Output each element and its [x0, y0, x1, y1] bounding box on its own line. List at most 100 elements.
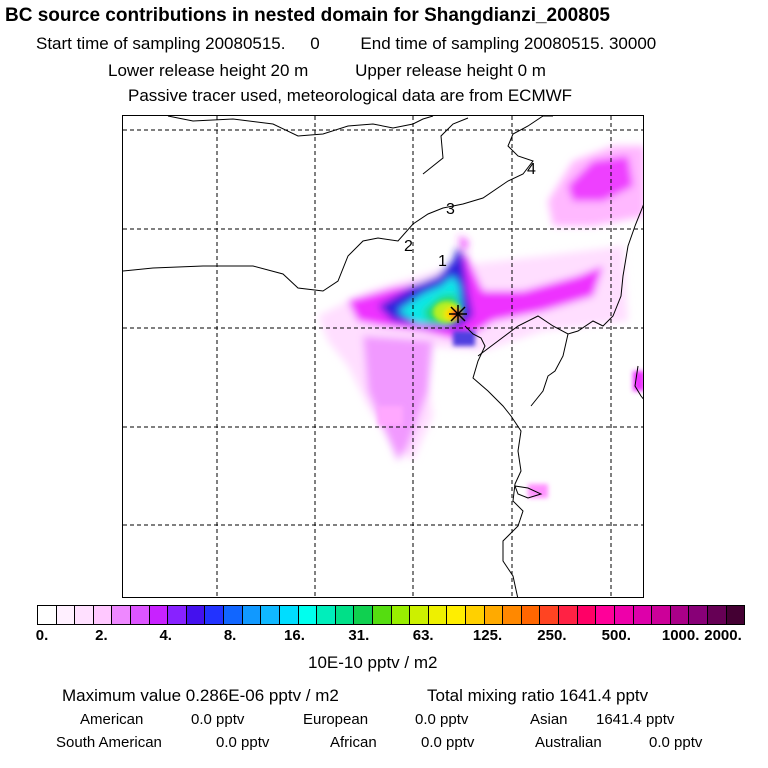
colorbar-segment [670, 606, 690, 624]
colorbar [37, 605, 745, 625]
colorbar-segment [242, 606, 262, 624]
colorbar-segment [726, 606, 745, 624]
source-american-label: American [80, 711, 144, 728]
colorbar-segment [521, 606, 541, 624]
source-african-label: African [330, 734, 377, 751]
source-european-label: European [303, 711, 369, 728]
colorbar-tick-label: 4. [159, 627, 172, 644]
coast-japan [634, 365, 643, 400]
colorbar-segment [112, 606, 132, 624]
island-taiwan [514, 485, 543, 499]
colorbar-segment [447, 606, 467, 624]
colorbar-tick-label: 125. [472, 627, 503, 644]
border-mongolia [123, 116, 544, 292]
colorbar-tick-label: 2. [95, 627, 108, 644]
colorbar-segment [131, 606, 150, 624]
patch-south-plume [378, 406, 403, 426]
plume-south [363, 336, 433, 461]
colorbar-segment [633, 606, 653, 624]
colorbar-segment [56, 606, 76, 624]
colorbar-segment [596, 606, 615, 624]
coast-korea-peninsula [530, 333, 569, 407]
map-canvas: 1 2 3 4 [123, 116, 643, 597]
colorbar-segment [707, 606, 727, 624]
source-african-value: 0.0 pptv [421, 734, 475, 751]
colorbar-segment [689, 606, 708, 624]
colorbar-segment [279, 606, 299, 624]
region-label-1: 1 [438, 253, 447, 270]
scattered-patches [378, 331, 643, 498]
colorbar-segment [224, 606, 243, 624]
colorbar-tick-label: 63. [412, 627, 434, 644]
colorbar-segment [75, 606, 94, 624]
colorbar-segment [577, 606, 597, 624]
coastlines [123, 116, 643, 597]
colorbar-tick-label: 500. [601, 627, 631, 644]
start-time-label: Start time of sampling 20080515. [36, 34, 286, 53]
sampling-times: Start time of sampling 20080515. 0 End t… [36, 34, 656, 54]
map-title: BC source contributions in nested domain… [5, 5, 610, 26]
colorbar-segment [391, 606, 411, 624]
map-panel: 1 2 3 4 [122, 115, 644, 598]
lat-lon-grid [123, 116, 643, 597]
colorbar-segment [503, 606, 522, 624]
colorbar-units: 10E-10 pptv / m2 [308, 653, 438, 672]
source-asian-value: 1641.4 pptv [596, 711, 675, 728]
coast-bohai [464, 325, 524, 597]
colorbar-segment [168, 606, 187, 624]
colorbar-segment [205, 606, 225, 624]
max-value: Maximum value 0.286E-06 pptv / m2 [62, 686, 339, 705]
border-inner [422, 117, 469, 175]
colorbar-segment [93, 606, 113, 624]
colorbar-tick-label: 2000. [704, 627, 742, 644]
colorbar-segment [317, 606, 336, 624]
patch-sea [453, 331, 475, 346]
colorbar-segment [186, 606, 206, 624]
source-south-american-label: South American [56, 734, 162, 751]
source-european-value: 0.0 pptv [415, 711, 469, 728]
colorbar-tick-label: 16. [284, 627, 305, 644]
colorbar-segment [261, 606, 280, 624]
receptor-star-marker [449, 305, 467, 323]
border-north [167, 116, 434, 137]
colorbar-segment [614, 606, 634, 624]
region-label-2: 2 [404, 238, 413, 255]
plume-ne-core [568, 156, 633, 201]
colorbar-segment [298, 606, 318, 624]
source-south-american-value: 0.0 pptv [216, 734, 270, 751]
colorbar-tick-label: 31. [348, 627, 370, 644]
tracer-note: Passive tracer used, meteorological data… [128, 86, 573, 105]
lower-release-height: Lower release height 20 m [108, 61, 309, 80]
start-time-hour: 0 [310, 34, 320, 53]
colorbar-tick-label: 1000. [661, 627, 700, 644]
release-heights: Lower release height 20 m Upper release … [108, 61, 546, 81]
colorbar-segment [540, 606, 560, 624]
colorbar-segment [372, 606, 392, 624]
patch-south-island [528, 484, 548, 498]
colorbar-tick-label: 250. [537, 627, 567, 644]
region-label-3: 3 [446, 201, 455, 218]
colorbar-segment [484, 606, 504, 624]
concentration-field [318, 146, 643, 461]
coast-korea [477, 204, 643, 357]
source-australian-label: Australian [535, 734, 602, 751]
source-australian-value: 0.0 pptv [649, 734, 703, 751]
colorbar-segment [354, 606, 373, 624]
source-asian-label: Asian [530, 711, 568, 728]
colorbar-segment [149, 606, 169, 624]
upper-release-height: Upper release height 0 m [355, 61, 546, 80]
total-mixing-ratio: Total mixing ratio 1641.4 pptv [427, 686, 649, 705]
colorbar-segment [410, 606, 429, 624]
source-american-value: 0.0 pptv [191, 711, 245, 728]
colorbar-tick-label: 0. [35, 627, 49, 644]
colorbar-segment [559, 606, 578, 624]
colorbar-segment [428, 606, 448, 624]
colorbar-tick-label: 8. [223, 627, 237, 644]
colorbar-segment [38, 606, 57, 624]
colorbar-segment [335, 606, 355, 624]
region-label-4: 4 [527, 161, 536, 178]
end-time-label: End time of sampling 20080515. 30000 [360, 34, 657, 53]
colorbar-segment [652, 606, 671, 624]
star-ray-4 [450, 306, 466, 322]
patch-east-coast [633, 371, 643, 391]
